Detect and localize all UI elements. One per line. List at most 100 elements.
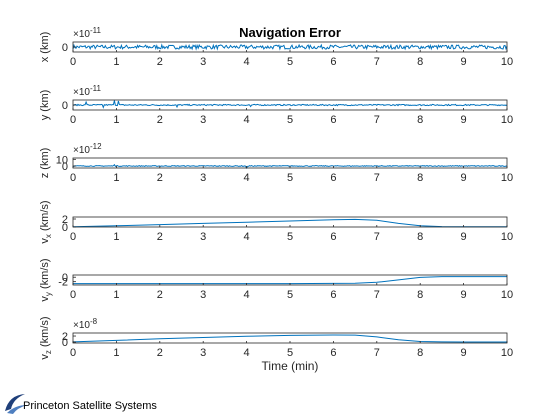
- x-tick-label: 4: [244, 231, 250, 243]
- x-tick-label: 1: [113, 231, 119, 243]
- x-tick-label: 6: [330, 56, 336, 68]
- x-tick-label: 0: [70, 114, 76, 126]
- subplot-2: 0 1 2 3 4 5 6 7 8 9 10 0 ×10-11 y (km): [39, 84, 513, 126]
- series-line: [73, 276, 507, 285]
- exponent-label: ×10-8: [73, 317, 98, 331]
- x-tick-label: 8: [417, 347, 423, 359]
- x-axis-label: Time (min): [262, 359, 319, 373]
- y-axis-label: vy (km/s): [39, 258, 53, 301]
- x-tick-label: 2: [157, 231, 163, 243]
- x-tick-label: 8: [417, 172, 423, 184]
- x-tick-label: 0: [70, 56, 76, 68]
- x-tick-label: 7: [374, 231, 380, 243]
- x-tick-label: 7: [374, 114, 380, 126]
- exponent-value: -12: [90, 142, 102, 151]
- chart-title: Navigation Error: [239, 25, 341, 40]
- exponent-value: -11: [90, 84, 102, 93]
- subplot-5: 0 1 2 3 4 5 6 7 8 9 10 0-2 vy (km/s): [39, 258, 513, 301]
- x-tick-label: 0: [70, 172, 76, 184]
- y-tick-label: 0: [62, 42, 68, 54]
- x-tick-label: 9: [461, 114, 467, 126]
- y-tick-label: -2: [58, 277, 68, 289]
- x-tick-label: 9: [461, 172, 467, 184]
- y-axis-label: y (km): [39, 90, 51, 121]
- exponent-label: ×10-11: [73, 26, 101, 40]
- y-tick-label: 2: [62, 214, 68, 226]
- company-name: Princeton Satellite Systems: [23, 400, 157, 412]
- y-tick-label: 0: [62, 337, 68, 349]
- x-tick-label: 1: [113, 289, 119, 301]
- x-tick-label: 6: [330, 231, 336, 243]
- x-tick-label: 0: [70, 231, 76, 243]
- series-line: [72, 43, 508, 51]
- y-tick-label: 2: [62, 331, 68, 343]
- x-tick-label: 0: [70, 289, 76, 301]
- x-tick-label: 10: [501, 289, 513, 301]
- x-tick-label: 4: [244, 56, 250, 68]
- series-line: [72, 334, 507, 343]
- exponent-label: ×10-12: [73, 142, 102, 156]
- x-tick-label: 5: [287, 347, 293, 359]
- x-tick-label: 4: [244, 114, 250, 126]
- subplot-1: 0 1 2 3 4 5 6 7 8 9 10 0 ×10-11 x (km) Navigation Erro…: [39, 25, 513, 68]
- x-tick-label: 7: [374, 172, 380, 184]
- x-tick-label: 9: [461, 231, 467, 243]
- y-axis-label: x (km): [39, 32, 51, 63]
- y-axis-label: vz (km/s): [39, 316, 53, 359]
- y-axis-label: vx (km/s): [39, 200, 53, 243]
- x-tick-label: 10: [501, 114, 513, 126]
- x-tick-label: 5: [287, 114, 293, 126]
- x-tick-label: 8: [417, 289, 423, 301]
- x-tick-label: 6: [330, 172, 336, 184]
- x-tick-label: 3: [200, 289, 206, 301]
- x-tick-label: 2: [157, 289, 163, 301]
- x-tick-label: 4: [244, 172, 250, 184]
- x-tick-label: 0: [70, 347, 76, 359]
- x-tick-label: 1: [113, 347, 119, 359]
- x-tick-label: 5: [287, 56, 293, 68]
- x-tick-label: 7: [374, 289, 380, 301]
- y-axis-label: z (km): [39, 148, 51, 179]
- exponent-value: -11: [90, 26, 102, 35]
- x-tick-label: 6: [330, 347, 336, 359]
- x-tick-label: 3: [200, 231, 206, 243]
- x-tick-label: 7: [374, 56, 380, 68]
- x-tick-label: 4: [244, 347, 250, 359]
- x-tick-label: 1: [113, 114, 119, 126]
- x-tick-label: 7: [374, 347, 380, 359]
- x-tick-label: 3: [200, 114, 206, 126]
- x-tick-label: 9: [461, 289, 467, 301]
- x-tick-label: 3: [200, 347, 206, 359]
- x-tick-label: 2: [157, 114, 163, 126]
- x-tick-label: 4: [244, 289, 250, 301]
- x-tick-label: 1: [113, 172, 119, 184]
- x-tick-label: 8: [417, 231, 423, 243]
- x-tick-label: 6: [330, 114, 336, 126]
- x-tick-label: 8: [417, 56, 423, 68]
- x-tick-label: 3: [200, 172, 206, 184]
- y-tick-label: 0: [62, 100, 68, 112]
- x-tick-label: 3: [200, 56, 206, 68]
- exponent-value: -8: [90, 317, 98, 326]
- y-tick-label: 0: [62, 161, 68, 173]
- pss-swoosh-icon: [5, 394, 27, 414]
- x-tick-label: 10: [501, 56, 513, 68]
- y-tick-label: 0: [62, 222, 68, 234]
- x-tick-label: 5: [287, 172, 293, 184]
- x-tick-label: 2: [157, 172, 163, 184]
- x-tick-label: 5: [287, 231, 293, 243]
- x-tick-label: 8: [417, 114, 423, 126]
- y-tick-label: 0: [62, 272, 68, 284]
- x-tick-label: 1: [113, 56, 119, 68]
- x-tick-label: 10: [501, 347, 513, 359]
- x-tick-label: 10: [501, 231, 513, 243]
- exponent-label: ×10-11: [73, 84, 101, 98]
- series-line: [72, 100, 508, 109]
- x-tick-label: 10: [501, 172, 513, 184]
- pss-logo: Princeton Satellite Systems: [3, 391, 163, 417]
- x-tick-label: 9: [461, 347, 467, 359]
